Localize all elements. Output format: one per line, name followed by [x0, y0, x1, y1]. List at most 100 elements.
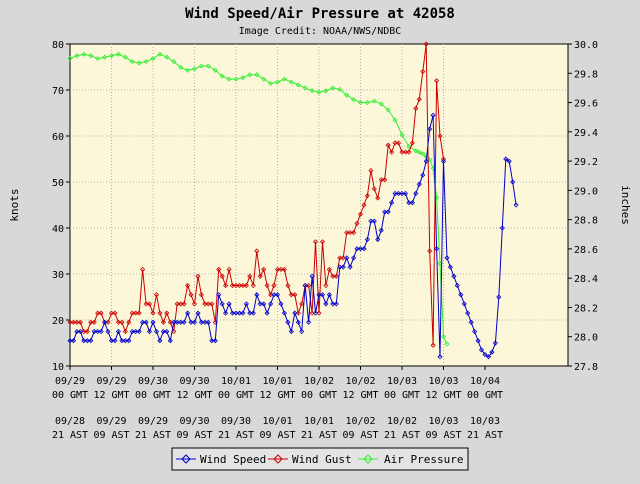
air-pressure-point — [309, 88, 315, 94]
wind-speed-point — [240, 310, 246, 316]
wind-speed-point — [375, 236, 381, 243]
wind-speed-point — [205, 319, 211, 325]
wind-speed-point — [347, 264, 353, 270]
wind-speed-point — [98, 328, 104, 335]
wind-speed-point — [451, 273, 457, 279]
right-tick-label: 30.0 — [574, 40, 598, 51]
wind-gust-point — [330, 273, 336, 279]
wind-gust-point — [209, 301, 215, 307]
wind-gust-point — [299, 301, 305, 307]
x-tick-gmt-time: 12 GMT — [176, 390, 212, 401]
x-tick-gmt-date: 10/02 — [304, 376, 334, 387]
wind-gust-point — [402, 149, 409, 155]
x-tick-gmt-date: 10/04 — [470, 376, 500, 387]
wind-speed-point — [226, 301, 232, 307]
air-pressure-point — [164, 54, 170, 60]
x-tick-gmt-date: 10/01 — [262, 376, 292, 387]
wind-speed-point — [299, 328, 305, 335]
x-tick-ast-time: 09 AST — [425, 430, 461, 441]
air-pressure-point — [288, 79, 294, 85]
wind-speed-point — [316, 292, 322, 298]
wind-gust-point — [278, 266, 284, 272]
wind-speed-point — [506, 158, 512, 164]
wind-speed-point — [440, 158, 447, 164]
wind-speed-point — [70, 338, 77, 344]
wind-speed-point — [115, 328, 121, 335]
wind-gust-point — [399, 149, 405, 155]
wind-gust-point — [240, 282, 246, 289]
wind-gust-point — [81, 328, 87, 335]
air-pressure-point — [240, 75, 246, 81]
wind-speed-point — [136, 328, 142, 335]
air-pressure-point — [88, 53, 94, 59]
wind-gust-point — [285, 282, 291, 289]
wind-gust-point — [88, 319, 94, 325]
wind-gust-point — [126, 319, 132, 325]
legend-item-air-pressure: Air Pressure — [358, 453, 463, 466]
air-pressure-point — [185, 67, 191, 73]
wind-gust-point — [160, 319, 166, 325]
wind-speed-point — [67, 338, 73, 344]
wind-gust-point — [254, 248, 260, 254]
wind-gust-point — [233, 282, 239, 289]
wind-gust-point — [326, 266, 332, 272]
x-tick-ast-date: 10/01 — [262, 416, 292, 427]
wind-speed-point — [302, 282, 308, 289]
wind-gust-point — [392, 140, 398, 146]
wind-speed-point — [413, 190, 419, 197]
air-pressure-point — [268, 80, 274, 87]
air-pressure-point — [102, 54, 108, 60]
wind-gust-point — [202, 301, 208, 307]
left-tick-label: 50 — [52, 178, 64, 189]
wind-speed-point — [91, 328, 97, 335]
air-pressure-point — [371, 98, 377, 104]
wind-speed-point — [399, 190, 405, 197]
air-pressure-point — [274, 79, 281, 85]
wind-gust-point — [181, 301, 187, 307]
air-pressure-point — [136, 60, 142, 66]
wind-speed-point — [108, 338, 115, 344]
x-tick-ast-time: 21 AST — [467, 430, 503, 441]
wind-gust-point — [70, 319, 77, 325]
wind-speed-point — [243, 301, 249, 307]
left-tick-label: 10 — [52, 362, 64, 373]
wind-speed-point — [223, 310, 229, 316]
wind-speed-point — [364, 236, 370, 243]
wind-speed-point — [105, 328, 111, 335]
wind-speed-point — [133, 328, 139, 335]
wind-gust-point — [236, 282, 243, 289]
left-tick-label: 40 — [52, 224, 64, 235]
axis-ticks: 10 20 30 40 50 60 70 80 27.8 28.0 28.2 28.4 28.6 28.8… — [52, 40, 598, 441]
wind-speed-point — [84, 338, 90, 344]
wind-speed-point — [247, 310, 253, 316]
wind-gust-point — [261, 266, 267, 272]
x-tick-ast-date: 10/03 — [428, 416, 458, 427]
left-tick-label: 70 — [52, 86, 64, 97]
wind-speed-point — [198, 319, 204, 325]
wind-gust-point — [112, 310, 118, 316]
wind-gust-point — [434, 78, 440, 84]
wind-speed-point — [475, 338, 481, 344]
x-tick-gmt-time: 00 GMT — [135, 390, 171, 401]
wind-gust-point — [243, 282, 249, 289]
x-tick-gmt-date: 09/29 — [96, 376, 126, 387]
wind-speed-point — [354, 246, 360, 252]
wind-gust-point — [364, 193, 370, 199]
wind-gust-point — [150, 310, 156, 316]
wind-speed-point — [454, 282, 460, 289]
x-tick-gmt-date: 09/30 — [179, 376, 209, 387]
y-axis-right-label: inches — [619, 185, 632, 225]
wind-gust-point — [274, 266, 281, 272]
air-pressure-point — [364, 99, 370, 106]
wind-speed-point — [112, 338, 118, 344]
wind-gust-point — [395, 140, 402, 146]
wind-gust-point — [316, 310, 322, 316]
wind-gust-point — [354, 220, 360, 226]
wind-speed-point — [167, 338, 173, 344]
x-tick-gmt-date: 10/03 — [428, 376, 458, 387]
air-pressure-point — [233, 76, 239, 82]
wind-gust-point — [413, 105, 419, 111]
wind-speed-point — [323, 301, 329, 307]
wind-gust-point — [198, 292, 204, 298]
wind-speed-point — [271, 292, 277, 298]
